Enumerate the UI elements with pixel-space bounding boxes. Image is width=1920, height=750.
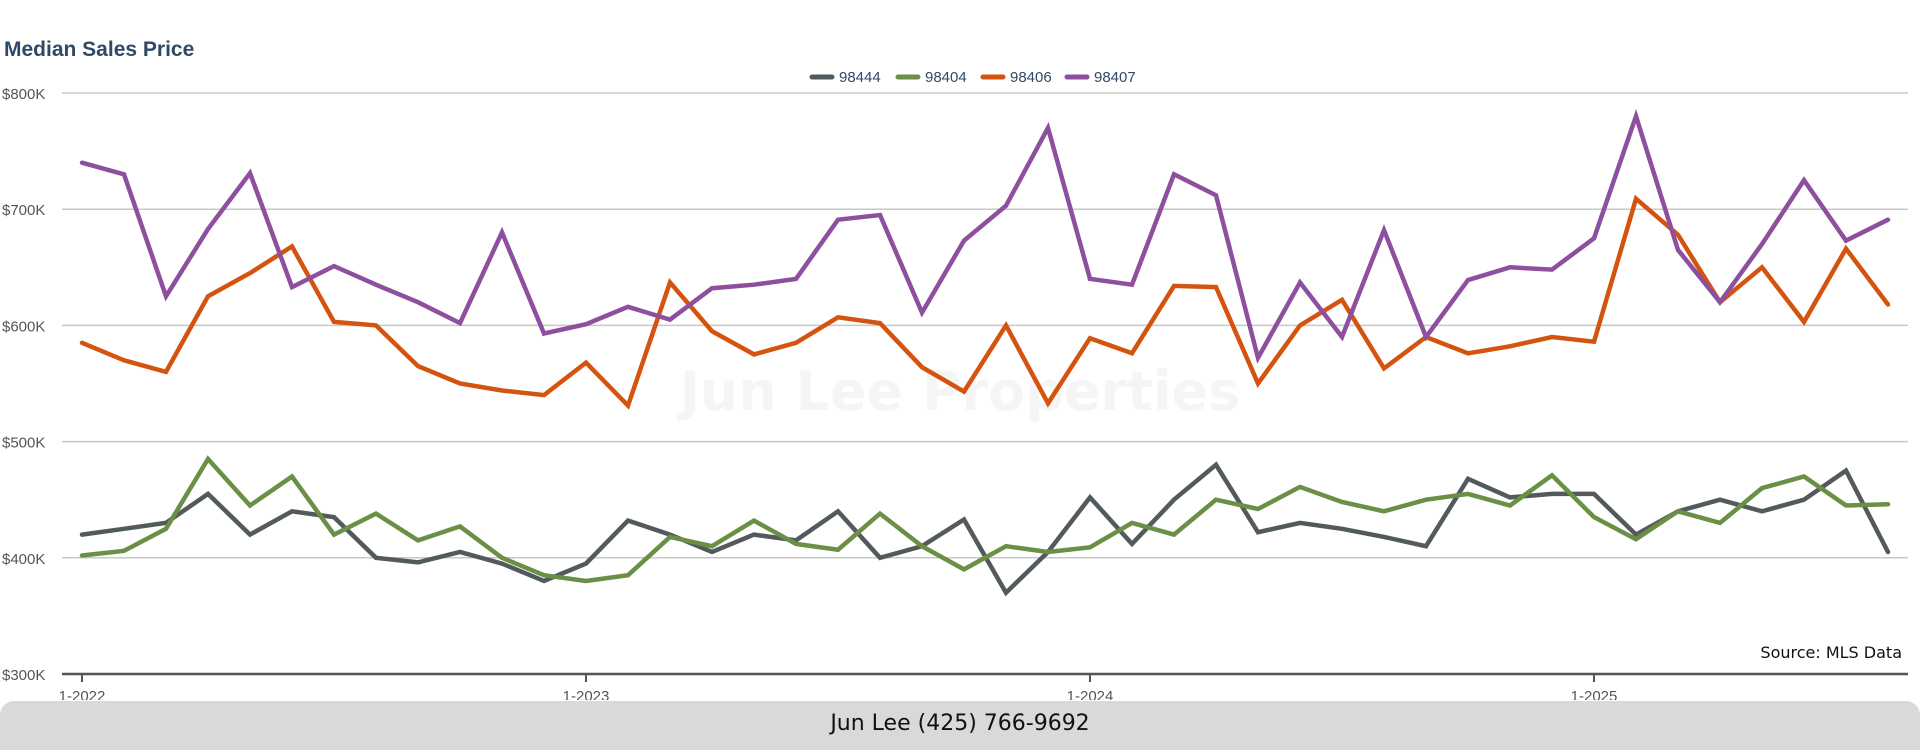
series-layer <box>79 109 1891 597</box>
series-line-98406 <box>79 194 1891 410</box>
series-line-98407 <box>79 109 1891 364</box>
legend-label-98444: 98444 <box>839 69 881 86</box>
legend-label-98406: 98406 <box>1010 69 1052 86</box>
x-tick-label: 1-2022 <box>59 688 106 700</box>
axis-layer: $300K $400K $500K $600K $700K $800K 1-2022 1-20… <box>2 86 1908 700</box>
legend-label-98404: 98404 <box>925 69 967 86</box>
y-tick-label: $800K <box>2 86 45 103</box>
footer-bar: Jun Lee (425) 766-9692 <box>0 701 1920 750</box>
y-tick-label: $700K <box>2 202 45 219</box>
legend-label-98407: 98407 <box>1094 69 1136 86</box>
source-note: Source: MLS Data <box>1760 643 1902 662</box>
x-tick-label: 1-2025 <box>1571 688 1618 700</box>
legend: 98444 98404 98406 98407 <box>809 69 1136 86</box>
series-line-98404 <box>79 455 1891 584</box>
y-tick-label: $400K <box>2 551 45 568</box>
x-tick-label: 1-2023 <box>563 688 610 700</box>
y-tick-label: $300K <box>2 667 45 684</box>
y-tick-label: $600K <box>2 318 45 335</box>
y-tick-label: $500K <box>2 435 45 452</box>
grid-layer <box>62 92 1908 559</box>
line-chart: $300K $400K $500K $600K $700K $800K 1-2022 1-20… <box>2 69 1908 700</box>
footer-contact: Jun Lee (425) 766-9692 <box>830 711 1090 736</box>
chart-title: Median Sales Price <box>4 38 195 61</box>
x-tick-label: 1-2024 <box>1067 688 1114 700</box>
